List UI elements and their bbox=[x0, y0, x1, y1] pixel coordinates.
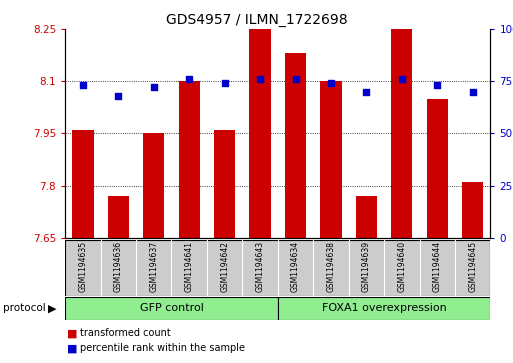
Bar bbox=[320, 81, 342, 238]
Bar bbox=[242, 240, 278, 296]
Text: GSM1194634: GSM1194634 bbox=[291, 241, 300, 292]
Bar bbox=[420, 240, 455, 296]
Text: ▶: ▶ bbox=[48, 303, 56, 313]
Bar bbox=[101, 240, 136, 296]
Point bbox=[79, 82, 87, 88]
Bar bbox=[214, 130, 235, 238]
Bar bbox=[278, 240, 313, 296]
Text: GSM1194635: GSM1194635 bbox=[78, 241, 87, 292]
Text: GSM1194640: GSM1194640 bbox=[398, 241, 406, 292]
Text: GSM1194643: GSM1194643 bbox=[255, 241, 265, 292]
Point bbox=[150, 85, 158, 90]
Bar bbox=[171, 240, 207, 296]
Text: GSM1194636: GSM1194636 bbox=[114, 241, 123, 292]
Bar bbox=[108, 196, 129, 238]
Text: GSM1194641: GSM1194641 bbox=[185, 241, 194, 292]
Point bbox=[256, 76, 264, 82]
Text: GFP control: GFP control bbox=[140, 303, 204, 313]
Text: GSM1194639: GSM1194639 bbox=[362, 241, 371, 292]
Text: GSM1194645: GSM1194645 bbox=[468, 241, 477, 292]
Point bbox=[468, 89, 477, 95]
Bar bbox=[349, 240, 384, 296]
Point bbox=[291, 76, 300, 82]
Text: ■: ■ bbox=[67, 328, 77, 338]
Bar bbox=[356, 196, 377, 238]
Bar bbox=[179, 81, 200, 238]
Bar bbox=[391, 29, 412, 238]
Bar bbox=[384, 240, 420, 296]
Text: GSM1194644: GSM1194644 bbox=[433, 241, 442, 292]
Point bbox=[185, 76, 193, 82]
Bar bbox=[207, 240, 242, 296]
Bar bbox=[65, 297, 278, 320]
Text: FOXA1 overexpression: FOXA1 overexpression bbox=[322, 303, 446, 313]
Text: protocol: protocol bbox=[3, 303, 45, 313]
Bar bbox=[313, 240, 349, 296]
Bar bbox=[143, 133, 164, 238]
Text: GDS4957 / ILMN_1722698: GDS4957 / ILMN_1722698 bbox=[166, 13, 347, 27]
Text: percentile rank within the sample: percentile rank within the sample bbox=[80, 343, 245, 354]
Bar bbox=[65, 240, 101, 296]
Text: ■: ■ bbox=[67, 343, 77, 354]
Text: GSM1194642: GSM1194642 bbox=[220, 241, 229, 292]
Bar bbox=[285, 53, 306, 238]
Bar bbox=[427, 99, 448, 238]
Point bbox=[221, 80, 229, 86]
Bar bbox=[72, 130, 93, 238]
Point bbox=[362, 89, 370, 95]
Point bbox=[114, 93, 123, 99]
Text: GSM1194637: GSM1194637 bbox=[149, 241, 158, 292]
Bar bbox=[462, 182, 483, 238]
Point bbox=[433, 82, 441, 88]
Text: GSM1194638: GSM1194638 bbox=[326, 241, 336, 292]
Bar bbox=[136, 240, 171, 296]
Text: transformed count: transformed count bbox=[80, 328, 170, 338]
Point bbox=[398, 76, 406, 82]
Bar bbox=[278, 297, 490, 320]
Bar bbox=[249, 29, 271, 238]
Bar bbox=[455, 240, 490, 296]
Point bbox=[327, 80, 335, 86]
